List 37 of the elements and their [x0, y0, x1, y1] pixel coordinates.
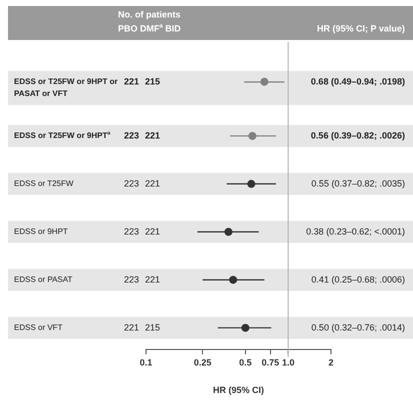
annotation: 221	[145, 178, 160, 188]
point	[247, 180, 256, 188]
x-axis-title: HR (95% CI)	[212, 385, 264, 396]
text: 223	[124, 274, 140, 284]
data-label: 0.38 (0.23–0.62; <.0001)	[306, 226, 406, 236]
text: 223	[124, 226, 140, 236]
x-tick-label: 0.1	[140, 357, 152, 368]
annotation: 221	[145, 226, 160, 236]
point	[241, 324, 250, 332]
text: 223	[124, 178, 140, 188]
text: 223	[124, 130, 140, 140]
text: 221	[124, 76, 140, 86]
data-label: 0.68 (0.49–0.94; .0198)	[310, 76, 406, 86]
annotation: 221	[145, 130, 160, 140]
x-tick-label: 0.75	[262, 357, 280, 368]
point	[224, 228, 232, 236]
y-tick-label: EDSS or T25FW	[14, 179, 74, 188]
text: 221	[124, 322, 140, 332]
annotation: 215	[145, 322, 160, 332]
data-label: 0.55 (0.37–0.82; .0035)	[311, 178, 406, 188]
point	[248, 132, 256, 140]
text: HR (95% CI; P value)	[316, 23, 405, 34]
data-label: 0.41 (0.25–0.68; .0006)	[311, 274, 406, 284]
data-label: 0.50 (0.32–0.76; .0014)	[311, 322, 406, 332]
x-tick-label: 0.5	[239, 357, 252, 368]
point	[229, 276, 238, 284]
y-tick-label: EDSS or VFT	[14, 323, 63, 332]
y-tick-label: EDSS or PASAT	[14, 275, 72, 284]
x-tick-label: 1.0	[282, 357, 294, 368]
y-tick-label: EDSS or 9HPT	[14, 227, 68, 236]
y-tick-label: EDSS or T25FW or 9HPT or PASAT or VFT	[14, 77, 118, 98]
x-tick-label: 0.25	[194, 357, 212, 368]
data-label: 0.56 (0.39–0.82; .0026)	[310, 130, 406, 140]
text: No. of patients	[118, 9, 180, 20]
annotation: 215	[145, 76, 160, 86]
x-tick-label: 2	[328, 357, 334, 368]
annotation: 221	[145, 274, 160, 284]
